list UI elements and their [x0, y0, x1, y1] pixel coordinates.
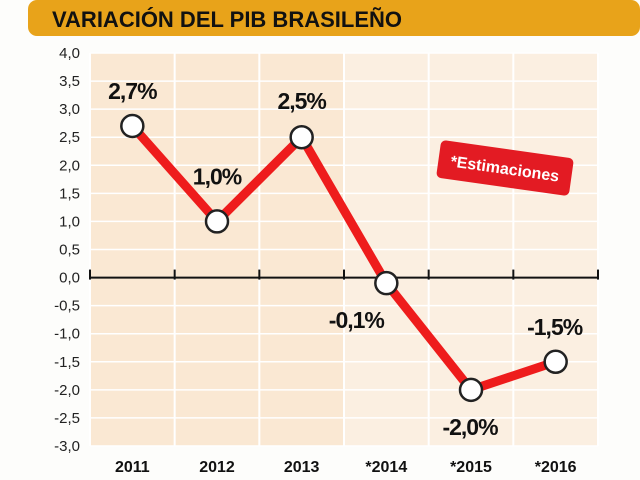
x-tick-label: *2016 — [535, 459, 577, 476]
y-tick-label: 2,0 — [59, 157, 80, 174]
y-tick-label: -2,0 — [54, 382, 80, 399]
y-tick-label: 1,5 — [59, 185, 80, 202]
gdp-line — [127, 121, 561, 395]
chart-title: VARIACIÓN DEL PIB BRASILEÑO — [52, 7, 402, 32]
x-axis-ticks: 2011 2012 2013 *2014 *2015 *2016 — [115, 459, 577, 476]
data-points — [120, 113, 568, 403]
estimations-badge: *Estimaciones — [436, 140, 574, 196]
data-label: -0,1% — [329, 307, 385, 333]
y-tick-label: 3,5 — [59, 73, 80, 90]
y-tick-label: -1,0 — [54, 326, 80, 343]
x-tick-label: *2015 — [450, 459, 492, 476]
x-tick-label: 2012 — [199, 459, 235, 476]
y-tick-label: 2,5 — [59, 129, 80, 146]
x-tick-label: 2013 — [284, 459, 320, 476]
data-label: 2,5% — [277, 88, 326, 114]
data-point — [289, 124, 314, 150]
y-axis-ticks: 4,0 3,5 3,0 2,5 2,0 1,5 1,0 0,5 0,0 -0,5 -1,0 -1,5 -… — [54, 45, 80, 455]
y-tick-label: -0,5 — [54, 298, 80, 315]
y-tick-label: 1,0 — [59, 213, 80, 230]
data-label: -2,0% — [442, 414, 498, 440]
data-point — [543, 349, 568, 375]
x-tick-label: *2014 — [365, 459, 407, 476]
data-label: 2,7% — [108, 78, 157, 104]
data-label: -1,5% — [527, 314, 583, 340]
estimations-badge-bg — [436, 140, 574, 196]
data-point — [458, 377, 484, 403]
y-tick-label: 0,5 — [59, 242, 80, 259]
data-point — [204, 209, 230, 234]
data-point — [374, 270, 399, 296]
y-tick-label: -2,5 — [54, 410, 80, 427]
grid-lines — [89, 52, 599, 447]
zero-axis — [89, 269, 599, 280]
y-tick-label: 3,0 — [59, 101, 80, 118]
y-tick-label: 0,0 — [59, 270, 80, 287]
data-label: 1,0% — [193, 163, 242, 189]
y-tick-label: -1,5 — [54, 354, 80, 371]
y-tick-label: 4,0 — [59, 45, 80, 62]
series-line — [127, 121, 561, 395]
x-tick-label: 2011 — [115, 459, 150, 476]
y-tick-label: -3,0 — [54, 438, 80, 455]
data-point — [120, 113, 145, 139]
data-labels: 2,7% 1,0% 2,5% -0,1% -2,0% -1,5% — [108, 78, 584, 440]
title-bar — [28, 0, 640, 36]
